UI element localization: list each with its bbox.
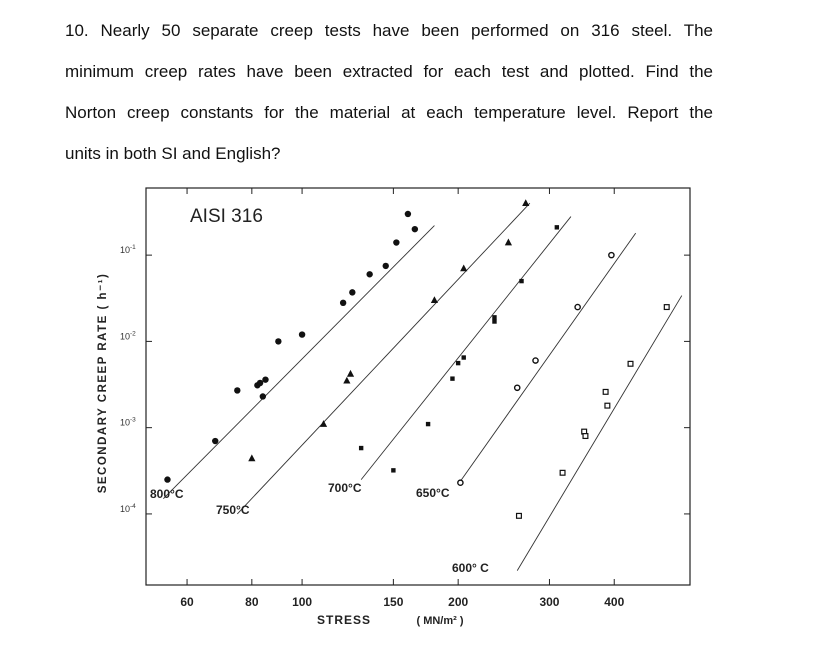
fit-lines [163,202,683,571]
y-tick-label-1: 10-2 [120,330,136,341]
x-tick-label-0: 60 [180,595,194,609]
data-point-s1-2 [343,376,351,384]
x-tick-label-1: 80 [245,595,259,609]
data-point-s4-3 [582,433,589,440]
x-axis-unit: ( MN/m² ) [416,615,463,627]
data-point-s3-1 [513,384,521,392]
data-point-s4-4 [602,388,609,395]
data-point-s0-9 [339,299,347,307]
problem-line-1: 10. Nearly 50 separate creep tests have … [65,21,713,40]
data-point-s0-10 [349,289,356,296]
y-tick-label-3: 10-4 [120,503,136,514]
data-point-s1-3 [346,369,355,377]
data-point-s2-3 [450,376,455,381]
x-tick-label-5: 300 [539,595,559,609]
x-tick-label-2: 100 [292,595,312,609]
fit-line-1 [236,202,531,515]
series-label-750: 750°C [216,503,250,517]
data-point-s0-12 [382,262,389,270]
data-point-s1-1 [319,420,328,427]
data-point-s4-0 [515,512,522,519]
problem-statement: 10. Nearly 50 separate creep tests have … [65,20,713,170]
data-point-s2-5 [461,355,466,360]
data-point-s2-2 [425,421,431,427]
chart-title: AISI 316 [190,206,263,227]
data-point-s4-1 [559,469,566,476]
fit-line-4 [516,295,683,571]
data-point-s2-4 [455,360,461,366]
y-tick-label-0: 10-1 [120,244,136,255]
data-point-s4-6 [627,360,634,367]
data-point-s2-0 [358,445,364,451]
x-tick-label-3: 150 [383,595,403,609]
data-points [164,199,670,519]
series-label-650: 650°C [416,486,450,500]
series-label-800: 800°C [150,487,184,501]
x-tick-label-6: 400 [604,595,624,609]
data-point-s4-5 [604,402,611,409]
data-point-s3-2 [532,357,539,364]
y-tick-label-2: 10-3 [120,417,136,428]
data-point-s0-6 [262,376,269,383]
data-point-s0-1 [212,437,219,445]
plot-frame [145,187,691,586]
series-label-700: 700°C [328,481,362,495]
data-point-s3-3 [574,303,581,311]
problem-line-3: Norton creep constants for the material … [65,103,713,122]
data-point-s4-7 [663,304,670,311]
problem-line-4: units in both SI and English? [65,144,281,163]
data-point-s0-15 [411,225,419,233]
series-label-600: 600° C [452,561,489,575]
x-tick-label-4: 200 [448,595,468,609]
data-point-s1-4 [430,296,439,304]
data-point-s0-11 [366,271,373,278]
data-point-s3-4 [608,251,615,259]
data-point-s1-5 [460,264,468,272]
fit-line-3 [457,232,637,485]
x-axis-label: STRESS [317,613,371,627]
y-axis-label: SECONDARY CREEP RATE ( h⁻¹) [97,273,109,494]
data-point-s1-6 [504,238,513,246]
data-point-s2-7 [492,319,497,324]
data-point-s0-0 [164,476,171,483]
data-point-s2-9 [554,225,560,230]
data-point-s0-14 [404,210,412,218]
data-point-s1-7 [522,199,530,206]
fit-line-2 [360,216,572,480]
data-point-s0-8 [298,331,306,338]
fit-line-0 [163,225,435,500]
series-labels: 800°C 750°C 700°C 650°C 600° C [150,481,489,575]
data-point-s3-0 [457,479,464,487]
data-point-s0-2 [234,387,241,394]
axis-ticks: 60 80 100 150 200 300 400 10-1 10-2 10-3 10-4 [120,188,690,609]
data-point-s2-6 [492,315,497,320]
data-point-s0-4 [256,379,264,387]
data-point-s0-13 [393,239,400,246]
data-point-s1-0 [248,454,256,462]
data-point-s0-7 [275,338,282,345]
data-point-s0-5 [259,393,267,400]
data-point-s2-1 [391,468,396,473]
problem-line-2: minimum creep rates have been extracted … [65,62,713,81]
data-point-s2-8 [519,278,524,284]
